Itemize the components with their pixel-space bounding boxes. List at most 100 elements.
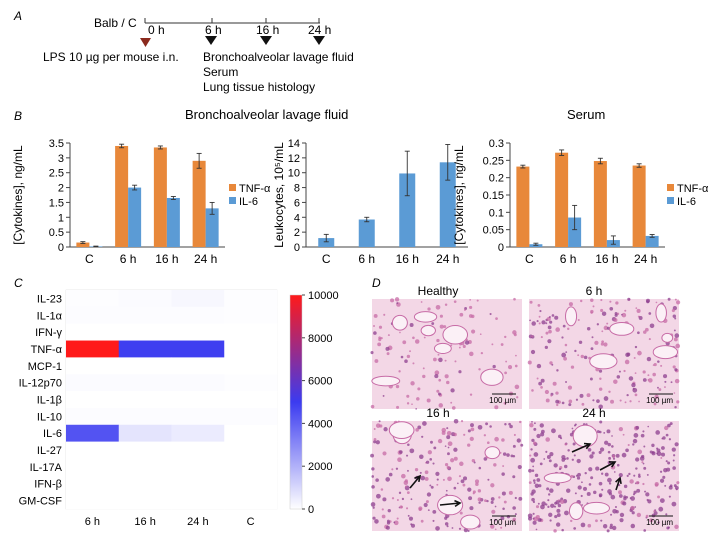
tissue-cell [446,380,450,385]
tissue-cell [596,399,600,403]
tissue-cell [643,445,646,448]
tissue-cell [396,499,399,502]
tissue-cell [557,499,560,502]
tissue-cell [504,335,507,339]
tissue-cell [508,490,513,495]
bar [166,197,180,247]
tissue-cell [561,352,567,358]
y-tick-label: 8 [294,183,300,195]
tissue-cell [657,495,660,499]
y-tick-label: 1.5 [49,197,64,209]
tissue-cell [446,435,451,440]
tissue-cell [672,459,675,462]
heatmap-cell [66,323,120,341]
tissue-cell [470,427,475,432]
tissue-cell [626,352,631,357]
tissue-cell [623,495,627,499]
tissue-cell [373,438,377,441]
tissue-cell [570,519,573,523]
alveolar-space [655,303,667,323]
alveolar-space [484,446,501,460]
tissue-cell [386,519,390,523]
tissue-cell [421,435,424,438]
tissue-cell [601,340,605,344]
tissue-cell [489,425,492,428]
x-tick-label: 16 h [595,252,618,266]
tissue-cell [608,390,611,394]
tissue-cell [436,338,440,343]
timepoint-24h: 24 h [308,23,331,37]
tissue-cell [415,428,419,432]
tissue-cell [628,472,631,476]
tissue-cell [480,351,484,355]
y-tick-label: 6 [294,197,300,209]
tissue-cell [553,505,557,508]
sample-triangle-16h-icon [260,36,272,45]
tissue-cell [615,453,620,458]
tissue-cell [649,450,653,454]
tissue-cell [611,445,614,448]
heatmap-cell [171,492,225,510]
tissue-cell [377,342,382,347]
legend-label: IL-6 [677,196,696,208]
tissue-cell [535,505,540,509]
y-tick-label: 0.2 [489,173,504,185]
tissue-cell [486,441,490,445]
heatmap-row-label: IL-6 [43,428,62,440]
heatmap-row-label: IL-27 [37,445,62,457]
bar [358,219,375,247]
tissue-cell [646,356,652,362]
tissue-cell [469,351,474,357]
scale-bar-label: 100 µm [646,518,673,527]
bar [645,235,659,247]
tissue-cell [430,485,434,489]
tissue-cell [632,438,638,444]
tissue-cell [615,301,619,305]
tissue-cell [614,505,618,509]
tissue-cell [639,456,645,461]
y-tick-label: 0.05 [483,225,504,237]
tissue-cell [635,425,640,430]
tissue-cell [385,525,390,530]
tissue-cell [611,435,613,437]
tissue-cell [598,404,603,409]
tissue-cell [409,448,415,454]
tissue-cell [647,499,652,504]
tissue-cell [577,354,580,357]
tissue-cell [598,369,603,373]
tissue-cell [547,499,550,502]
tissue-cell [400,355,404,359]
tissue-cell [447,452,450,456]
heatmap-row-label: GM-CSF [19,496,63,508]
tissue-cell [528,468,532,473]
tissue-cell [518,496,523,501]
alveolar-space [437,494,464,516]
x-tick-label: 24 h [194,252,217,266]
tissue-cell [423,336,426,339]
tissue-cell [630,505,635,511]
tissue-cell [503,401,507,405]
tissue-cell [661,452,666,457]
tissue-cell [458,475,461,478]
sample-label-balf: Bronchoalveolar lavage fluid [203,50,354,64]
tissue-cell [415,408,417,410]
tissue-cell [624,309,627,312]
tissue-cell [436,478,439,481]
tissue-cell [469,305,473,310]
tissue-cell [470,423,474,428]
tissue-cell [494,528,497,531]
tissue-cell [674,405,677,409]
tissue-cell [621,452,627,458]
tissue-cell [646,473,649,476]
tissue-cell [453,486,457,490]
tissue-cell [471,458,476,463]
tissue-cell [371,467,375,471]
heatmap-cell [224,458,278,476]
tissue-cell [578,340,583,344]
tissue-cell [638,316,643,320]
tissue-cell [665,460,668,463]
tissue-cell [516,396,519,399]
tissue-cell [627,443,630,447]
tissue-cell [589,454,594,459]
heatmap-cell [171,424,225,442]
